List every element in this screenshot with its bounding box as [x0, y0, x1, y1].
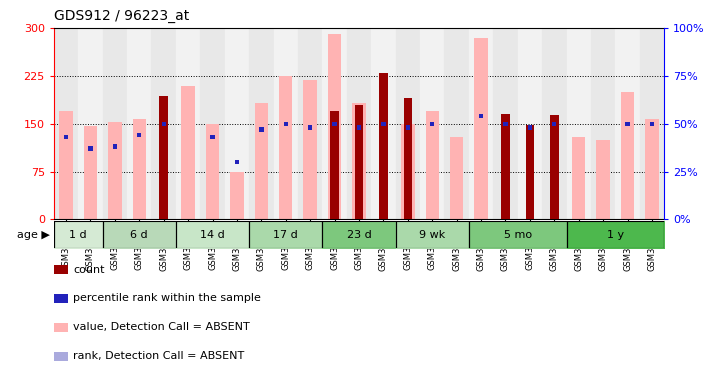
Bar — [420, 28, 444, 219]
Text: age ▶: age ▶ — [17, 230, 50, 240]
Bar — [542, 28, 567, 219]
Bar — [357, 125, 361, 130]
Bar — [503, 122, 508, 126]
Bar — [567, 28, 591, 219]
Bar — [274, 28, 298, 219]
Bar — [279, 76, 292, 219]
Bar — [379, 73, 388, 219]
Text: count: count — [73, 265, 105, 274]
Bar — [347, 28, 371, 219]
Bar — [210, 135, 215, 140]
Bar — [284, 122, 288, 126]
Bar — [650, 122, 654, 126]
Bar — [60, 111, 73, 219]
Bar — [591, 28, 615, 219]
Bar — [430, 122, 434, 126]
Bar — [528, 125, 532, 130]
Text: percentile rank within the sample: percentile rank within the sample — [73, 294, 261, 303]
Text: 6 d: 6 d — [131, 230, 148, 240]
Text: 1 d: 1 d — [70, 230, 87, 240]
Bar — [54, 323, 67, 332]
Bar — [371, 28, 396, 219]
Bar — [151, 28, 176, 219]
Bar — [103, 28, 127, 219]
Bar — [621, 92, 634, 219]
Bar — [159, 96, 168, 219]
Text: 9 wk: 9 wk — [419, 230, 445, 240]
Bar — [304, 80, 317, 219]
Bar — [475, 38, 488, 219]
Bar — [235, 160, 239, 164]
Bar — [479, 114, 483, 118]
Bar — [230, 172, 243, 219]
Bar — [259, 127, 264, 132]
Bar — [88, 146, 93, 151]
Bar — [469, 28, 493, 219]
Bar — [176, 28, 200, 219]
Bar — [406, 125, 410, 130]
Bar — [550, 116, 559, 219]
Bar — [137, 133, 141, 138]
Bar — [640, 28, 664, 219]
Bar — [255, 103, 268, 219]
Text: value, Detection Call = ABSENT: value, Detection Call = ABSENT — [73, 322, 250, 332]
Text: rank, Detection Call = ABSENT: rank, Detection Call = ABSENT — [73, 351, 245, 361]
Bar — [54, 265, 67, 274]
Bar — [108, 122, 121, 219]
Bar — [84, 126, 97, 219]
Bar — [113, 144, 117, 149]
Bar — [78, 28, 103, 219]
Bar — [308, 125, 312, 130]
Bar — [162, 122, 166, 126]
Bar — [526, 125, 534, 219]
Bar — [54, 294, 67, 303]
Text: 14 d: 14 d — [200, 230, 225, 240]
Bar — [597, 140, 610, 219]
Bar — [572, 136, 585, 219]
Text: 1 y: 1 y — [607, 230, 624, 240]
Bar — [64, 135, 68, 140]
Bar — [404, 98, 412, 219]
Bar — [330, 111, 339, 219]
Bar — [493, 28, 518, 219]
Text: GDS912 / 96223_at: GDS912 / 96223_at — [54, 9, 189, 23]
Bar — [182, 86, 195, 219]
Bar — [645, 118, 658, 219]
Bar — [225, 28, 249, 219]
Bar — [450, 136, 463, 219]
Text: 5 mo: 5 mo — [503, 230, 532, 240]
Bar — [353, 103, 365, 219]
Bar — [615, 28, 640, 219]
Bar — [426, 111, 439, 219]
Bar — [298, 28, 322, 219]
Bar — [322, 28, 347, 219]
Bar — [54, 28, 78, 219]
Bar — [501, 114, 510, 219]
Bar — [328, 34, 341, 219]
Bar — [552, 122, 556, 126]
Bar — [396, 28, 420, 219]
Bar — [127, 28, 151, 219]
Bar — [401, 124, 414, 219]
Text: 17 d: 17 d — [274, 230, 298, 240]
Bar — [625, 122, 630, 126]
Bar — [200, 28, 225, 219]
Bar — [355, 105, 363, 219]
Bar — [444, 28, 469, 219]
Bar — [518, 28, 542, 219]
Bar — [54, 352, 67, 361]
Bar — [249, 28, 274, 219]
Text: 23 d: 23 d — [347, 230, 371, 240]
Bar — [206, 124, 219, 219]
Bar — [381, 122, 386, 126]
Bar — [133, 119, 146, 219]
Bar — [332, 122, 337, 126]
